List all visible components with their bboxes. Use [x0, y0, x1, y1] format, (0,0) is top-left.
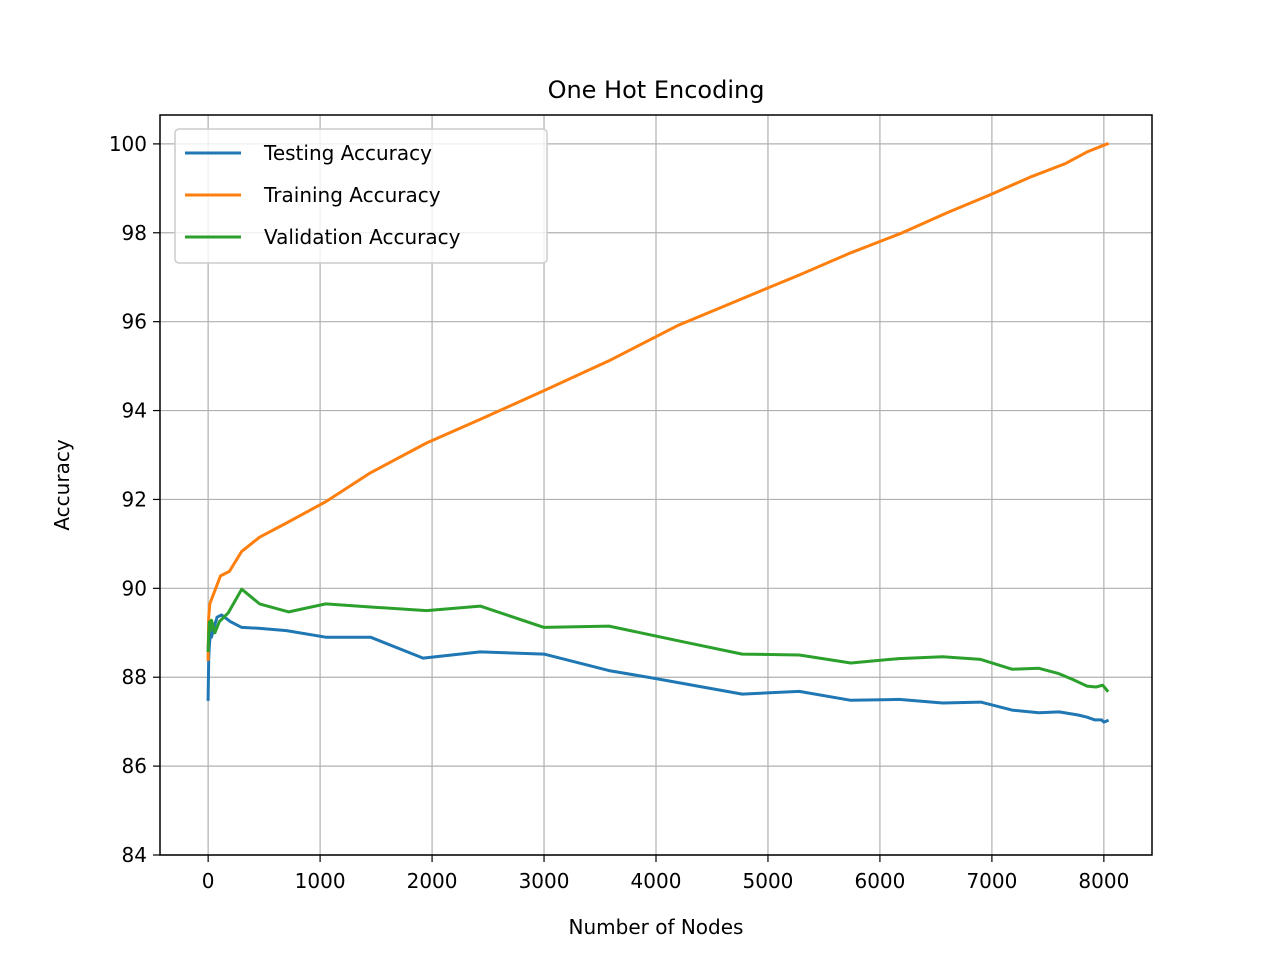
y-tick-label: 88	[122, 665, 147, 689]
x-axis-ticks: 0 1000 2000 3000 4000 5000 6000 7000 8000	[202, 855, 1129, 893]
x-tick-label: 1000	[295, 869, 346, 893]
x-tick-label: 5000	[743, 869, 794, 893]
x-tick-label: 8000	[1078, 869, 1129, 893]
x-tick-label: 2000	[407, 869, 458, 893]
chart-title: One Hot Encoding	[548, 76, 765, 104]
x-tick-label: 6000	[854, 869, 905, 893]
y-tick-label: 94	[122, 399, 147, 423]
series-lines	[206, 141, 1110, 724]
x-tick-label: 3000	[519, 869, 570, 893]
y-tick-label: 84	[122, 843, 147, 867]
legend-label-training-accuracy: Training Accuracy	[263, 183, 441, 207]
y-axis-ticks: 84 86 88 90 92 94 96 98 100	[109, 132, 160, 867]
x-tick-label: 4000	[631, 869, 682, 893]
y-axis-label: Accuracy	[50, 439, 74, 530]
y-tick-label: 90	[122, 576, 147, 600]
series-line-training-accuracy	[206, 141, 1110, 661]
legend-label-validation-accuracy: Validation Accuracy	[264, 225, 461, 249]
y-tick-label: 92	[122, 487, 147, 511]
series-line-validation-accuracy	[206, 587, 1110, 693]
legend-box	[174, 128, 548, 264]
legend-label-testing-accuracy: Testing Accuracy	[263, 141, 432, 165]
legend: Testing Accuracy Training Accuracy Validat…	[174, 128, 548, 264]
y-tick-label: 96	[122, 310, 147, 334]
y-tick-label: 100	[109, 132, 147, 156]
series-line-testing-accuracy	[206, 613, 1110, 724]
x-tick-label: 0	[202, 869, 215, 893]
y-tick-label: 86	[122, 754, 147, 778]
x-tick-label: 7000	[966, 869, 1017, 893]
x-axis-label: Number of Nodes	[569, 915, 744, 939]
y-tick-label: 98	[122, 221, 147, 245]
